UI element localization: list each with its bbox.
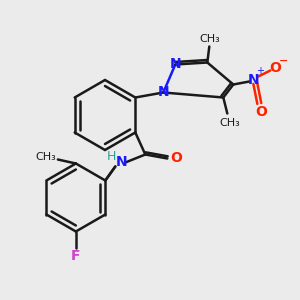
Text: O: O: [255, 104, 267, 118]
Text: N: N: [158, 85, 169, 100]
Text: CH₃: CH₃: [199, 34, 220, 44]
Text: −: −: [279, 56, 288, 65]
Text: F: F: [71, 250, 81, 263]
Text: +: +: [256, 67, 264, 76]
Text: O: O: [269, 61, 281, 74]
Text: N: N: [169, 58, 181, 71]
Text: N: N: [116, 155, 127, 170]
Text: CH₃: CH₃: [35, 152, 56, 163]
Text: O: O: [170, 152, 182, 166]
Text: H: H: [106, 150, 116, 163]
Text: N: N: [248, 73, 259, 86]
Text: CH₃: CH₃: [219, 118, 240, 128]
